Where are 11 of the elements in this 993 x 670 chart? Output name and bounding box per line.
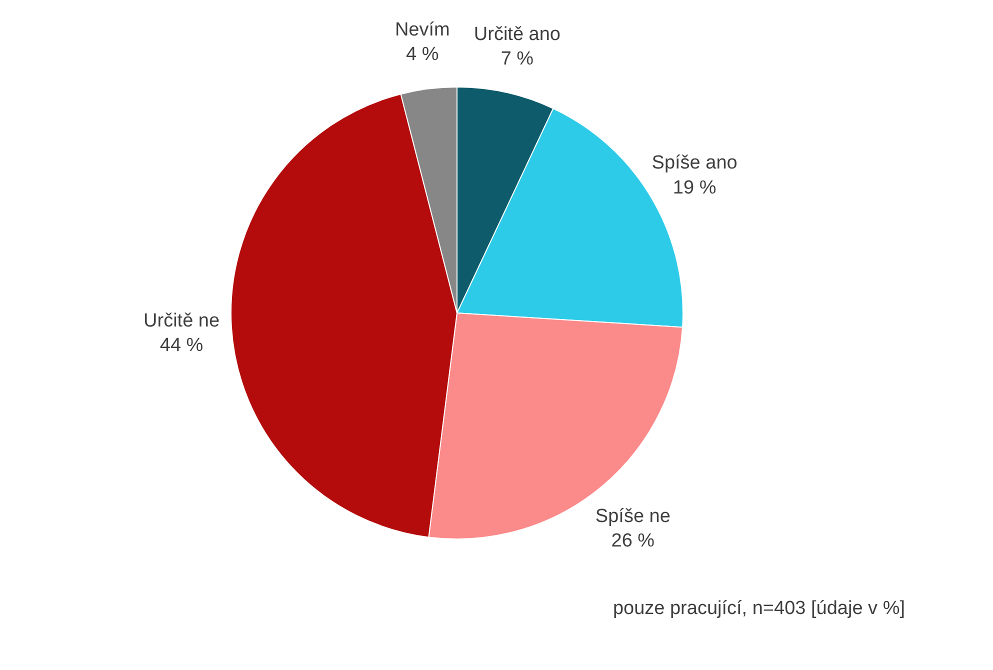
data-label: 4 % <box>406 44 439 66</box>
slice-label: Spíše ne <box>595 506 670 527</box>
data-label: 19 % <box>672 177 716 198</box>
text: pouze pracující, n=403 [údaje v %] <box>612 598 906 620</box>
slice-label: Určitě ne <box>144 310 220 332</box>
slice-label: Nevím <box>394 19 450 40</box>
slice-label: Určitě ano <box>474 24 561 45</box>
data-label: 7 % <box>500 48 534 70</box>
data-label: 44 % <box>160 335 204 356</box>
data-label: 26 % <box>611 530 655 552</box>
slice-label: Spíše ano <box>652 152 738 174</box>
